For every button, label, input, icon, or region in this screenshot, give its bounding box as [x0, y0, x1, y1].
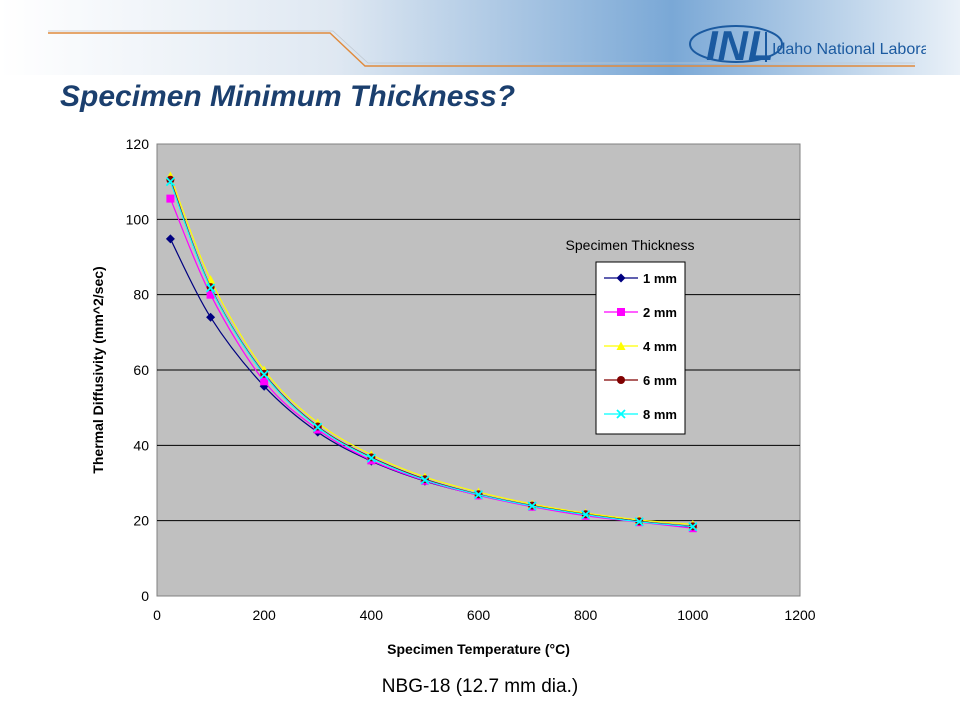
series-layer [165, 171, 698, 533]
legend-box [595, 261, 686, 435]
legend-entry-label: 6 mm [643, 373, 677, 388]
logo-divider [765, 32, 767, 62]
series-8-mm [165, 177, 698, 532]
header-accent-line-light [48, 30, 915, 64]
y-tick-label: 0 [141, 588, 149, 604]
data-point [420, 475, 430, 485]
data-point [688, 522, 698, 532]
header-gradient [0, 0, 960, 75]
logo-name: Idaho National Laboratory [772, 41, 926, 58]
data-point [259, 369, 269, 380]
y-tick-label: 40 [133, 437, 149, 453]
data-point [366, 453, 376, 463]
inl-logo: INL Idaho National Laboratory [689, 22, 926, 69]
legend-title: Specimen Thickness [566, 237, 695, 253]
data-point [165, 234, 175, 244]
x-tick-labels: 0 200 400 600 800 1000 1200 [153, 607, 816, 623]
y-axis-label: Thermal Diffusivity (mm^2/sec) [90, 266, 106, 473]
data-point [634, 517, 644, 527]
x-tick-label: 800 [574, 607, 598, 623]
slide-title: Specimen Minimum Thickness? [60, 80, 516, 113]
legend-marker [617, 376, 625, 384]
data-point [473, 490, 484, 500]
data-point [206, 312, 216, 322]
y-tick-labels: 0 20 40 60 80 100 120 [126, 136, 150, 604]
x-tick-label: 0 [153, 607, 161, 623]
data-point [206, 290, 215, 299]
x-tick-label: 1200 [784, 607, 815, 623]
data-point [166, 175, 175, 184]
legend: 1 mm 2 mm 4 mm 6 mm 8 mm [595, 261, 686, 435]
x-tick-label: 200 [252, 607, 276, 623]
header-background [0, 0, 960, 75]
data-point [166, 194, 175, 203]
y-tick-label: 80 [133, 287, 149, 303]
logo-letters: INL [706, 22, 774, 69]
legend-entry-label: 8 mm [643, 407, 677, 422]
legend-marker [617, 308, 625, 316]
y-tick-label: 60 [133, 362, 149, 378]
legend-entry-label: 2 mm [643, 305, 677, 320]
series-line [169, 181, 693, 528]
y-tick-label: 100 [126, 211, 150, 227]
x-axis-label: Specimen Temperature (°C) [387, 641, 570, 657]
logo-orbit-icon [689, 25, 783, 63]
data-point [205, 283, 216, 293]
legend-marker [616, 341, 626, 350]
thermal-diffusivity-chart: 0 20 40 60 80 100 120 0 200 400 600 800 1000 1200 Th… [90, 136, 816, 657]
legend-marker [616, 409, 626, 419]
series-line [169, 175, 693, 526]
data-point [165, 177, 176, 187]
legend-entry-label: 4 mm [643, 339, 677, 354]
x-tick-label: 400 [360, 607, 384, 623]
data-point [313, 422, 323, 432]
series-line [169, 198, 693, 529]
slide-caption: NBG-18 (12.7 mm dia.) [381, 676, 579, 697]
data-point [527, 501, 537, 511]
y-tick-label: 120 [126, 136, 150, 152]
x-tick-label: 1000 [677, 607, 708, 623]
legend-entry-label: 1 mm [643, 271, 677, 286]
header-accent-line [48, 32, 915, 67]
legend-marker [616, 273, 626, 283]
data-point [581, 510, 591, 520]
data-point [260, 377, 269, 386]
y-tick-label: 20 [133, 513, 149, 529]
x-tick-label: 600 [467, 607, 491, 623]
